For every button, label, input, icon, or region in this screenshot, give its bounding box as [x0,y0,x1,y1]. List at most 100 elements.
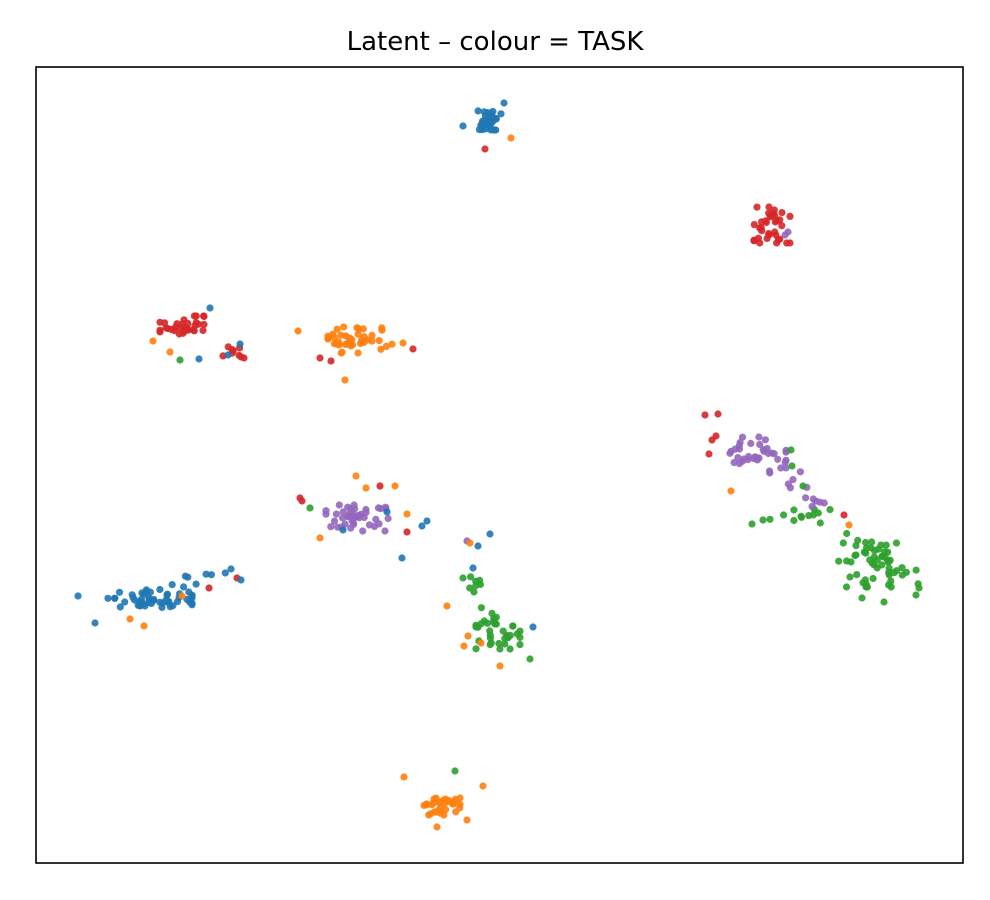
scatter-point-blue [423,517,431,525]
scatter-point-blue [236,340,244,348]
scatter-point-blue [115,588,124,596]
scatter-point-red [783,239,791,247]
scatter-point-purple [740,455,748,463]
scatter-point-orange [330,340,338,348]
scatter-point-orange [463,816,471,824]
scatter-point-green [843,529,851,538]
scatter-point-blue [492,115,500,123]
scatter-point-blue [195,355,203,363]
scatter-point-purple [820,499,828,507]
scatter-point-green [766,515,774,523]
scatter-point-orange [346,334,354,342]
scatter-point-red [184,319,192,328]
scatter-point-blue [202,570,210,578]
scatter-point-orange [400,773,408,781]
scatter-point-purple [755,433,763,441]
scatter-point-green [842,583,851,591]
scatter-point-blue [206,304,214,312]
scatter-point-green [884,557,892,565]
scatter-point-orange [166,348,174,356]
scatter-point-green [877,541,885,549]
scatter-point-green [509,622,517,630]
scatter-point-green [862,549,870,557]
scatter-point-orange [368,331,376,339]
scatter-point-orange [423,800,431,808]
scatter-point-blue [158,603,166,612]
scatter-point-green [870,553,878,561]
scatter-point-orange [348,341,357,349]
scatter-point-blue [104,594,112,602]
scatter-point-red [316,354,324,362]
scatter-point-purple [747,439,755,448]
scatter-point-blue [418,522,426,530]
scatter-point-green [912,591,920,599]
scatter-point-green [470,588,478,596]
scatter-point-red [771,212,779,220]
scatter-point-green [887,577,895,585]
scatter-point-green [495,639,503,648]
scatter-point-orange [443,602,451,610]
scatter-point-green [835,557,843,565]
scatter-point-red [765,203,773,211]
scatter-point-purple [322,507,330,515]
scatter-point-green [867,544,875,552]
scatter-point-green [826,506,834,514]
scatter-point-red [765,231,773,239]
scatter-point-green [862,583,870,591]
scatter-point-blue [459,122,467,130]
scatter-point-blue [181,572,189,580]
scatter-point-orange [496,662,504,670]
scatter-point-green [839,539,847,547]
scatter-point-green [526,655,534,663]
scatter-point-orange [845,521,853,529]
scatter-point-green [854,536,862,545]
scatter-point-red [758,218,766,226]
scatter-point-purple [765,467,774,475]
scatter-point-blue [129,594,137,602]
scatter-point-green [885,569,893,577]
scatter-point-red [179,329,187,337]
scatter-point-blue [180,583,188,591]
scatter-point-red [228,346,236,354]
scatter-point-red [778,222,786,230]
scatter-point-green [476,580,484,589]
scatter-point-red [770,206,779,214]
scatter-point-green [915,584,923,592]
scatter-point-red [327,357,335,365]
scatter-point-red [240,354,248,362]
scatter-point-blue [482,125,490,133]
scatter-point-purple [777,464,785,472]
scatter-point-orange [377,345,385,353]
scatter-point-green [790,516,798,525]
scatter-point-green [451,767,459,775]
scatter-point-green [472,645,480,653]
scatter-point-green [486,631,494,639]
scatter-point-green [780,511,788,519]
scatter-point-orange [382,342,390,350]
scatter-point-blue [398,554,406,562]
scatter-point-purple [344,503,352,511]
scatter-point-red [753,203,761,211]
scatter-point-green [306,504,314,512]
scatter-point-orange [436,799,444,807]
scatter-point-red [403,528,411,536]
scatter-point-blue [237,576,245,584]
scatter-point-red [778,209,786,217]
scatter-point-purple [784,228,792,236]
scatter-point-purple [346,510,354,518]
scatter-point-red [750,221,758,229]
scatter-point-orange [341,340,349,348]
scatter-point-green [490,615,498,623]
scatter-point-orange [375,337,383,345]
scatter-point-green [477,604,485,612]
scatter-point-purple [763,444,771,453]
scatter-point-green [176,356,184,364]
scatter-point-orange [399,339,407,347]
scatter-point-green [513,630,521,638]
scatter-point-red [840,511,848,519]
scatter-point-green [472,623,480,631]
scatter-point-blue [486,530,494,538]
scatter-point-green [846,573,854,581]
scatter-point-orange [324,335,332,343]
